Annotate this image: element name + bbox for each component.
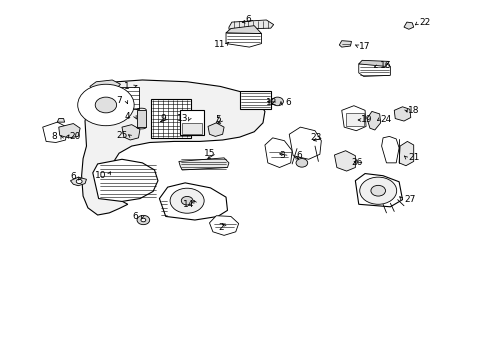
Circle shape	[141, 218, 145, 222]
Polygon shape	[42, 122, 67, 143]
Polygon shape	[90, 80, 120, 93]
Text: 13: 13	[176, 114, 187, 123]
Circle shape	[170, 188, 203, 213]
Text: 18: 18	[407, 106, 419, 115]
Polygon shape	[403, 22, 413, 29]
Polygon shape	[179, 158, 228, 170]
Polygon shape	[398, 141, 413, 166]
Polygon shape	[358, 63, 389, 76]
Polygon shape	[209, 216, 238, 235]
Polygon shape	[334, 151, 355, 171]
Text: 26: 26	[351, 158, 362, 167]
Text: 14: 14	[183, 200, 194, 209]
Polygon shape	[159, 183, 227, 220]
Polygon shape	[225, 30, 261, 47]
Bar	[180, 110, 203, 135]
Polygon shape	[366, 111, 380, 130]
Bar	[119, 87, 139, 109]
Text: 6: 6	[70, 172, 76, 181]
Text: 25: 25	[116, 131, 127, 140]
Text: 1: 1	[123, 82, 129, 91]
Circle shape	[95, 97, 116, 113]
Text: 21: 21	[407, 153, 419, 162]
Circle shape	[359, 177, 396, 204]
Circle shape	[76, 179, 82, 184]
Polygon shape	[228, 20, 273, 29]
Polygon shape	[264, 138, 291, 167]
Text: 6: 6	[285, 98, 290, 107]
Polygon shape	[341, 106, 366, 131]
Polygon shape	[288, 127, 321, 159]
Text: 16: 16	[379, 61, 390, 70]
Bar	[136, 110, 146, 127]
Polygon shape	[93, 159, 158, 202]
Text: 6: 6	[245, 15, 251, 24]
Circle shape	[271, 97, 283, 106]
Bar	[345, 113, 364, 126]
Text: 19: 19	[361, 116, 372, 125]
Polygon shape	[355, 174, 402, 207]
Text: 6: 6	[132, 212, 138, 221]
Text: 15: 15	[203, 149, 215, 158]
Polygon shape	[57, 118, 64, 122]
Circle shape	[78, 84, 134, 126]
Polygon shape	[207, 123, 224, 136]
Text: 22: 22	[419, 18, 430, 27]
Text: 8: 8	[51, 132, 57, 141]
Text: 11: 11	[213, 40, 224, 49]
Circle shape	[181, 197, 193, 205]
Text: 2: 2	[218, 222, 224, 231]
Text: 24: 24	[379, 116, 390, 125]
Text: 6: 6	[295, 151, 301, 160]
Polygon shape	[393, 107, 410, 121]
Text: 17: 17	[359, 41, 370, 50]
Bar	[151, 99, 191, 138]
Text: 10: 10	[95, 171, 106, 180]
Text: 4: 4	[125, 112, 130, 121]
Polygon shape	[70, 177, 86, 186]
Text: 3: 3	[279, 151, 285, 160]
Text: 9: 9	[160, 114, 165, 123]
Circle shape	[137, 215, 149, 225]
Polygon shape	[339, 41, 351, 47]
Polygon shape	[358, 60, 388, 66]
Text: 7: 7	[116, 96, 122, 105]
Text: 5: 5	[214, 116, 220, 125]
Circle shape	[370, 185, 385, 196]
Text: 23: 23	[310, 133, 322, 142]
Text: 12: 12	[265, 98, 276, 107]
Polygon shape	[81, 80, 264, 215]
Text: 27: 27	[403, 195, 415, 204]
Polygon shape	[381, 136, 398, 163]
Polygon shape	[225, 26, 261, 33]
Bar	[239, 91, 271, 109]
Polygon shape	[122, 125, 140, 140]
Polygon shape	[59, 123, 80, 138]
Bar	[182, 123, 201, 134]
Text: 20: 20	[69, 132, 81, 141]
Circle shape	[295, 158, 307, 167]
